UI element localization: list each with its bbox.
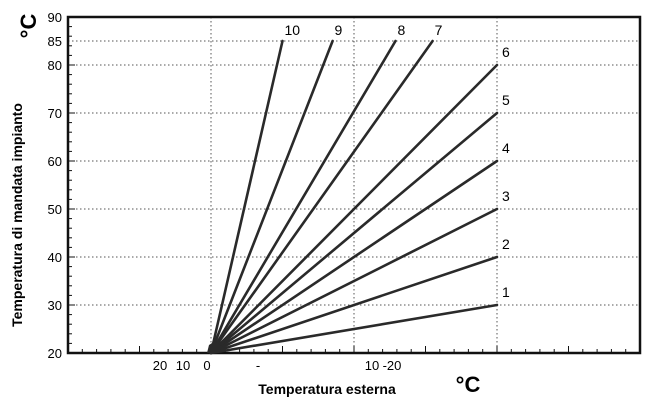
series-line-6 [209, 63, 499, 355]
y-tick-label: 90 [48, 10, 62, 25]
curve-origin [207, 341, 223, 353]
series-label-1: 1 [502, 284, 510, 300]
series-line-8 [209, 39, 397, 355]
series-line-4 [209, 159, 499, 355]
series-lines [207, 39, 499, 355]
x-tick-label: -20 [383, 358, 402, 373]
series-label-3: 3 [502, 188, 510, 204]
series-label-4: 4 [502, 140, 510, 156]
x-tick-label: 10 [365, 358, 379, 373]
grid [68, 17, 641, 353]
x-tick-label: 10 [176, 358, 190, 373]
y-tick-label: 20 [48, 346, 62, 361]
series-label-6: 6 [502, 44, 510, 60]
y-tick-label: 70 [48, 106, 62, 121]
series-label-9: 9 [335, 22, 343, 38]
series-labels: 1 2 3 4 5 6 7 8 9 10 [285, 22, 511, 300]
series-line-5 [209, 111, 499, 355]
series-label-8: 8 [397, 22, 405, 38]
y-tick-label: 40 [48, 250, 62, 265]
series-line-10 [209, 39, 284, 355]
y-axis-unit: °C [16, 14, 41, 39]
series-label-7: 7 [435, 22, 443, 38]
x-tick-label: 0 [203, 358, 210, 373]
series-line-1 [209, 303, 499, 355]
x-tick-label: 20 [153, 358, 167, 373]
y-tick-label: 50 [48, 202, 62, 217]
series-line-9 [209, 39, 334, 355]
y-tick-label: 30 [48, 298, 62, 313]
y-tick-label: 80 [48, 58, 62, 73]
x-tick-label: - [256, 358, 260, 373]
y-tick-label: 60 [48, 154, 62, 169]
y-tick-label: 85 [48, 34, 62, 49]
series-line-7 [209, 39, 434, 355]
series-line-2 [209, 255, 499, 355]
series-label-10: 10 [285, 22, 301, 38]
series-line-3 [209, 207, 499, 355]
series-label-2: 2 [502, 236, 510, 252]
x-axis-unit: °C [456, 372, 481, 397]
x-axis-label: Temperatura esterna [258, 381, 396, 397]
series-label-5: 5 [502, 92, 510, 108]
y-axis-label: Temperatura di mandata impianto [9, 103, 25, 327]
